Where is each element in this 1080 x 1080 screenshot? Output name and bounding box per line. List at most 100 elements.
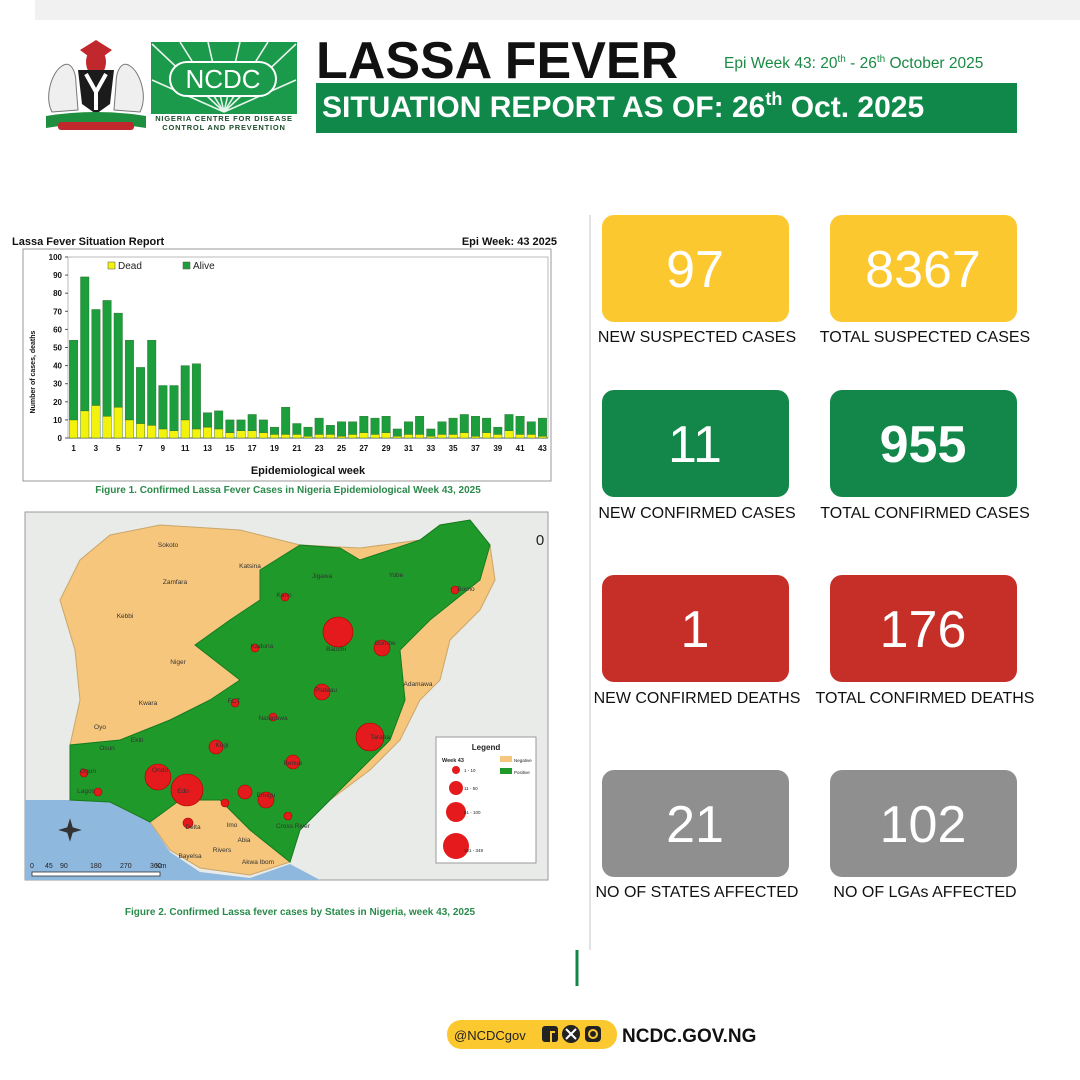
bar-segment bbox=[80, 410, 90, 439]
bar-segment bbox=[515, 416, 525, 435]
x-tick-label: 43 bbox=[538, 444, 547, 453]
state-label: Jigawa bbox=[312, 573, 333, 580]
bar-segment bbox=[136, 367, 146, 424]
state-label: Niger bbox=[170, 659, 186, 666]
bar-segment bbox=[303, 426, 313, 437]
state-label: FCT bbox=[228, 698, 241, 705]
subtitle-bar bbox=[316, 83, 1017, 133]
scale-label: 0 bbox=[30, 863, 34, 870]
y-tick-label: 100 bbox=[49, 253, 63, 262]
y-tick-label: 40 bbox=[53, 362, 62, 371]
bar-segment bbox=[69, 419, 79, 439]
legend-title: Legend bbox=[472, 743, 501, 752]
bar-segment bbox=[270, 426, 279, 435]
bar-segment bbox=[303, 435, 313, 439]
bar-segment bbox=[158, 428, 168, 439]
bar-segment bbox=[359, 416, 369, 433]
bar-segment bbox=[515, 434, 525, 439]
x-tick-label: 19 bbox=[270, 444, 279, 453]
bar-segment bbox=[270, 434, 279, 439]
stat-card bbox=[602, 575, 789, 682]
bar-segment bbox=[225, 419, 235, 433]
bar-segment bbox=[426, 428, 436, 437]
x-axis-label: Epidemiological week bbox=[251, 465, 366, 477]
bar-segment bbox=[91, 405, 101, 439]
bar-segment bbox=[124, 340, 134, 421]
bar-segment bbox=[437, 434, 447, 439]
website: NCDC.GOV.NG bbox=[622, 1026, 756, 1047]
state-label: Kwara bbox=[139, 700, 158, 707]
legend-bubbles bbox=[443, 766, 469, 859]
bar-segment bbox=[459, 414, 469, 433]
bar-segment bbox=[448, 417, 458, 435]
page-title: LASSA FEVER bbox=[316, 32, 678, 90]
state-label: Edo bbox=[177, 788, 189, 795]
bar-segment bbox=[225, 432, 235, 439]
state-label: Nasarawa bbox=[258, 715, 288, 722]
bar-segment bbox=[102, 416, 112, 439]
state-label: Akwa Ibom bbox=[242, 859, 274, 866]
bar-segment bbox=[348, 421, 358, 435]
text-part: October 2025 bbox=[885, 55, 983, 72]
epi-week: Epi Week 43: 20th - 26th October 2025 bbox=[724, 54, 983, 72]
bar-segment bbox=[124, 419, 134, 439]
stat-card bbox=[602, 770, 789, 877]
legend-label: Dead bbox=[118, 261, 142, 272]
scale-label: Km bbox=[156, 863, 167, 870]
map: Sokoto Zamfara Katsina Jigawa Yobe Borno Kebbi… bbox=[24, 511, 549, 918]
x-tick-label: 35 bbox=[449, 444, 458, 453]
state-label: Enugu bbox=[257, 792, 276, 799]
legend-swatch bbox=[182, 261, 191, 270]
stat-cards: 97 NEW SUSPECTED CASES 8367 TOTAL SUSPECTED… bbox=[594, 215, 1034, 901]
bar-segment bbox=[203, 426, 212, 439]
stat-value: 1 bbox=[681, 601, 710, 659]
legend-label: 51 - 100 bbox=[464, 810, 481, 815]
state-label: Ondo bbox=[152, 767, 168, 774]
y-tick-label: 60 bbox=[53, 325, 62, 334]
x-tick-label: 25 bbox=[337, 444, 346, 453]
x-tick-label: 39 bbox=[493, 444, 502, 453]
bar-segment bbox=[91, 309, 101, 406]
bar-segment bbox=[359, 432, 369, 439]
scale-label: 90 bbox=[60, 863, 68, 870]
text-part: - 26 bbox=[846, 55, 877, 72]
stat-card bbox=[830, 770, 1017, 877]
bar-segment bbox=[504, 414, 514, 431]
state-label: Lagos bbox=[77, 788, 95, 795]
logo-text: NCDC bbox=[185, 64, 260, 94]
logo-caption: NIGERIA CENTRE FOR DISEASE bbox=[155, 114, 293, 123]
bar-segment bbox=[348, 434, 358, 439]
bar-segment bbox=[236, 430, 246, 439]
bar-segment bbox=[459, 432, 469, 439]
social-icons bbox=[542, 1025, 601, 1043]
scale-bar bbox=[31, 871, 161, 877]
x-tick-label: 7 bbox=[138, 444, 143, 453]
stat-label: NEW SUSPECTED CASES bbox=[598, 329, 796, 346]
bar-segment bbox=[281, 407, 291, 435]
stat-card bbox=[830, 575, 1017, 682]
stat-label: NEW CONFIRMED CASES bbox=[598, 505, 795, 522]
scale-label: 360 bbox=[150, 863, 162, 870]
legend-week: Week 43 bbox=[442, 758, 464, 764]
x-tick-label: 23 bbox=[315, 444, 324, 453]
stat-value: 21 bbox=[666, 796, 724, 854]
bar-segment bbox=[191, 363, 201, 430]
legend-swatch bbox=[500, 756, 512, 762]
state-label: Cross River bbox=[276, 823, 311, 830]
ncdc-logo: NCDC NIGERIA CENTRE FOR DISEASE CONTROL … bbox=[151, 41, 297, 132]
scale-label: 45 bbox=[45, 863, 53, 870]
bar-segment bbox=[415, 434, 425, 439]
bar-segment bbox=[381, 416, 391, 433]
bar-segment bbox=[325, 425, 335, 435]
bar-segment bbox=[471, 435, 480, 439]
y-tick-label: 50 bbox=[53, 344, 62, 353]
bar-segment bbox=[392, 428, 402, 437]
bar-segment bbox=[392, 435, 402, 439]
text-part: Epi Week 43: 20 bbox=[724, 55, 838, 72]
state-label: Borno bbox=[457, 586, 475, 593]
bar-segment bbox=[113, 312, 123, 408]
superscript: th bbox=[877, 54, 885, 65]
bar-segment bbox=[247, 414, 257, 431]
chart-subtitle: Epi Week: 43 2025 bbox=[462, 236, 557, 248]
